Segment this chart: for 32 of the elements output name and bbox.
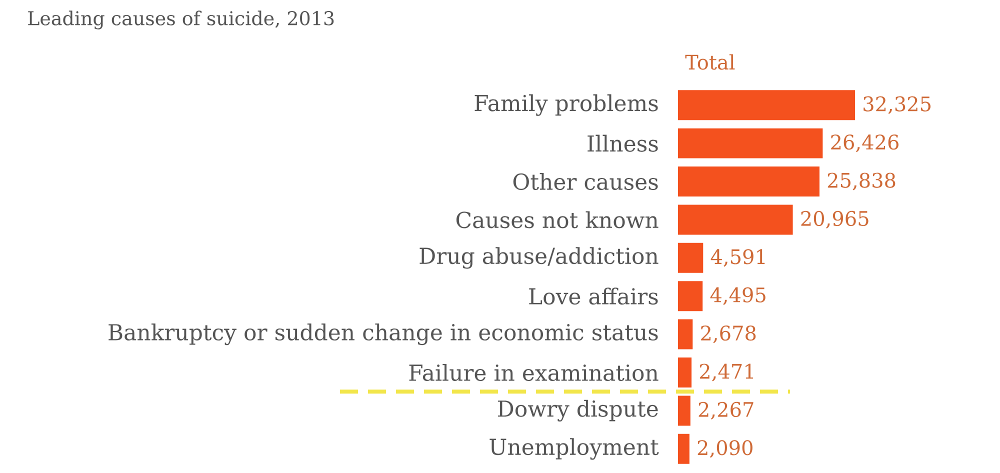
data-label: 26,426 xyxy=(831,134,898,152)
y-tick-label: Drug abuse/addiction xyxy=(420,247,658,269)
bar xyxy=(678,396,690,426)
y-tick-label: Causes not known xyxy=(456,211,658,228)
bar xyxy=(678,128,823,158)
data-label: 4,591 xyxy=(710,249,765,267)
y-tick-label: Love affairs xyxy=(529,288,658,305)
bar xyxy=(678,434,690,464)
data-label: 2,090 xyxy=(698,440,752,458)
y-tick-label: Failure in examination xyxy=(409,364,658,382)
y-tick-label: Unemployment xyxy=(490,438,659,460)
bar xyxy=(678,166,820,197)
data-label: 4,495 xyxy=(710,287,766,305)
bar xyxy=(678,90,856,120)
bar xyxy=(678,358,692,388)
y-tick-label: Illness xyxy=(588,134,658,152)
y-tick-label: Family problems xyxy=(474,94,658,116)
y-tick-label: Dowry dispute xyxy=(498,400,658,422)
data-label: 2,267 xyxy=(698,402,754,420)
bar xyxy=(678,281,703,312)
y-tick-label: Other causes xyxy=(513,172,658,190)
series-label: Total xyxy=(685,54,735,70)
data-label: 25,838 xyxy=(828,172,896,190)
text: Leading causes of suicide, 2013 xyxy=(28,10,334,30)
data-label: 32,325 xyxy=(864,96,931,114)
data-label: 20,965 xyxy=(801,210,868,228)
bar xyxy=(678,242,704,273)
bar xyxy=(678,204,793,235)
bar xyxy=(678,319,693,350)
data-label: 2,471 xyxy=(700,364,753,382)
data-label: 2,678 xyxy=(701,325,756,344)
y-tick-label: Bankruptcy or sudden change in economic status xyxy=(108,324,658,346)
